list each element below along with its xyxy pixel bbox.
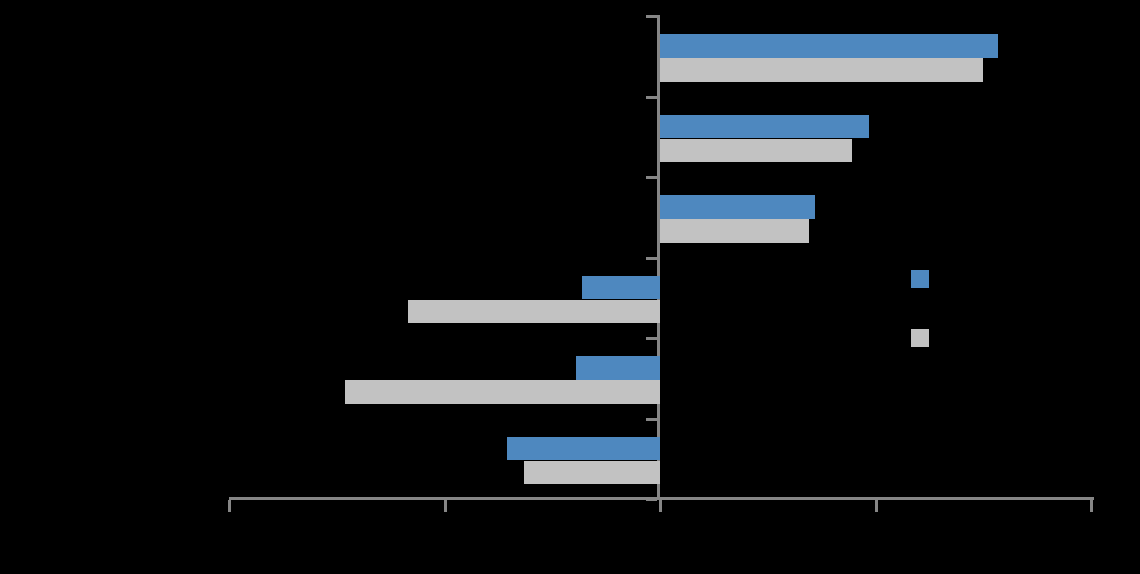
y-axis-line — [657, 15, 660, 497]
bar-blue-series-0 — [660, 34, 999, 58]
bar-gray-series-0 — [660, 58, 984, 82]
y-axis-tick — [646, 176, 657, 179]
y-axis-tick — [646, 498, 657, 501]
bar-blue-series-3 — [582, 275, 660, 299]
x-axis-tick — [1090, 500, 1093, 512]
x-axis-tick — [659, 500, 662, 512]
y-axis-tick — [646, 95, 657, 99]
bar-blue-series-2 — [660, 195, 816, 219]
bar-blue-series-5 — [506, 436, 660, 460]
bar-gray-series-4 — [345, 380, 660, 404]
x-axis-tick — [874, 500, 878, 512]
x-axis-tick — [443, 500, 447, 512]
bar-gray-series-3 — [407, 299, 660, 323]
bar-gray-series-5 — [524, 460, 660, 484]
bar-blue-series-1 — [660, 114, 870, 138]
x-axis-line — [229, 497, 1094, 500]
bar-gray-series-2 — [660, 219, 809, 243]
bar-blue-series-4 — [575, 356, 660, 380]
x-axis-tick — [228, 500, 231, 512]
y-axis-tick — [646, 417, 657, 421]
y-axis-tick — [646, 337, 657, 340]
y-axis-tick — [646, 15, 657, 18]
y-axis-tick — [646, 256, 657, 260]
bar-gray-series-1 — [660, 138, 852, 162]
